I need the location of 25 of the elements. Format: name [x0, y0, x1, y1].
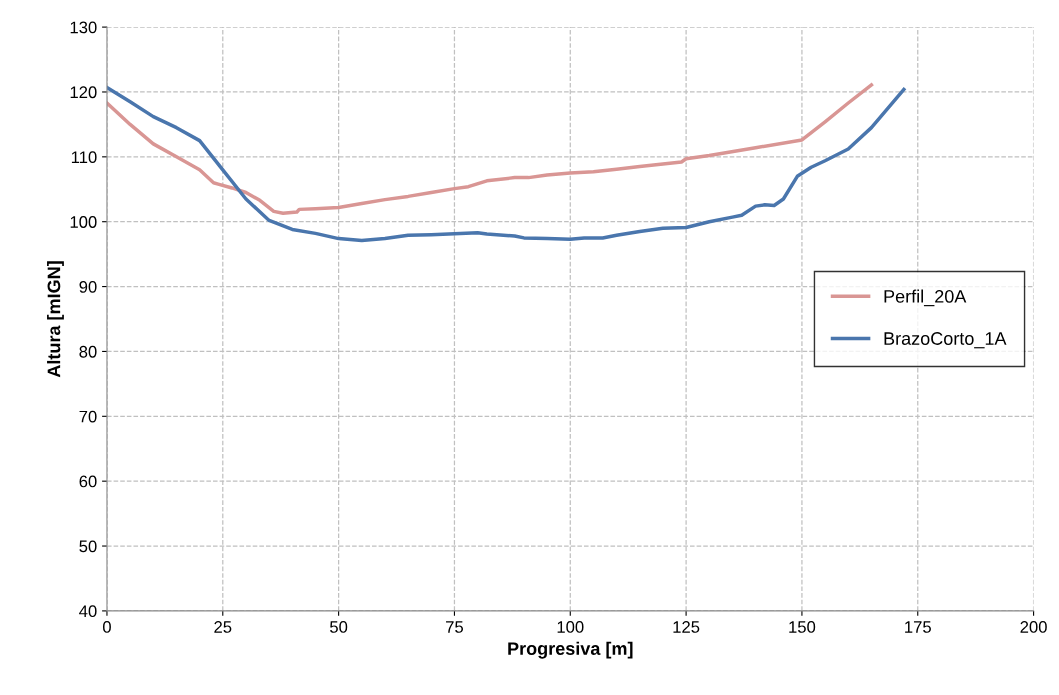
legend-label: Perfil_20A [884, 289, 967, 307]
y-axis-title: Altura [mIGN] [47, 261, 64, 378]
x-tick-label: 100 [557, 621, 584, 633]
x-tick-label: 175 [905, 621, 931, 633]
x-tick-label: 50 [330, 621, 348, 633]
x-tick-label: 75 [446, 621, 464, 633]
x-axis-title: Progresiva [m] [508, 641, 633, 659]
y-tick-label: 100 [70, 216, 97, 228]
legend-label: BrazoCorto_1A [884, 332, 1007, 349]
y-tick-label: 70 [79, 410, 97, 423]
line-series [106, 85, 906, 243]
y-tick-label: 60 [79, 475, 97, 488]
x-tick-label: 0 [102, 621, 111, 633]
y-tick-label: 80 [79, 345, 97, 358]
x-tick-label: 150 [789, 621, 816, 633]
y-tick-label: 110 [71, 151, 97, 164]
y-tick-label: 130 [70, 21, 97, 34]
y-tick-label: 90 [79, 280, 97, 293]
y-tick-label: 50 [79, 540, 97, 553]
x-tick-label: 25 [214, 621, 232, 633]
y-tick-label: 40 [79, 605, 97, 618]
x-tick-label: 125 [673, 621, 700, 633]
y-tick-label: 120 [70, 86, 97, 99]
x-tick-label: 200 [1020, 621, 1047, 633]
line-series [106, 83, 874, 216]
